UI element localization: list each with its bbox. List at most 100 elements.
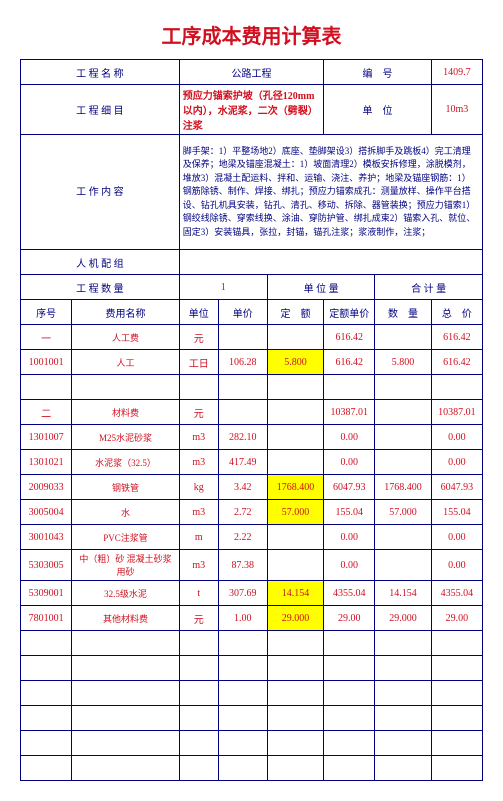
data-cell: 14.154 bbox=[267, 581, 323, 606]
value-work-content: 脚手架：1）平整场地2）底座、垫脚架设3）搭拆脚手及跳板4）完工清理及保养；地梁… bbox=[179, 135, 482, 250]
label-project-name: 工 程 名 称 bbox=[21, 60, 180, 85]
col-unit: 单位 bbox=[179, 300, 218, 325]
data-cell: 材料费 bbox=[72, 400, 180, 425]
data-cell: 616.42 bbox=[431, 350, 482, 375]
data-cell: 14.154 bbox=[375, 581, 431, 606]
data-cell: 1301007 bbox=[21, 425, 72, 450]
empty-cell bbox=[324, 681, 375, 706]
empty-cell bbox=[218, 681, 267, 706]
col-quota-price: 定额单价 bbox=[324, 300, 375, 325]
data-cell: PVC注浆管 bbox=[72, 525, 180, 550]
empty-cell bbox=[179, 631, 218, 656]
value-man-machine bbox=[179, 250, 482, 275]
empty-cell bbox=[431, 731, 482, 756]
empty-cell bbox=[267, 681, 323, 706]
empty-cell bbox=[21, 706, 72, 731]
data-cell: m3 bbox=[179, 500, 218, 525]
data-cell: 155.04 bbox=[431, 500, 482, 525]
data-cell: 417.49 bbox=[218, 450, 267, 475]
data-cell: 3005004 bbox=[21, 500, 72, 525]
empty-cell bbox=[375, 681, 431, 706]
data-cell: 2.22 bbox=[218, 525, 267, 550]
empty-cell bbox=[431, 375, 482, 400]
empty-cell bbox=[179, 656, 218, 681]
data-cell: 4355.04 bbox=[431, 581, 482, 606]
data-cell: 0.00 bbox=[324, 450, 375, 475]
empty-cell bbox=[179, 756, 218, 781]
empty-cell bbox=[72, 375, 180, 400]
page-title: 工序成本费用计算表 bbox=[20, 20, 483, 49]
empty-cell bbox=[267, 631, 323, 656]
data-cell: 29.00 bbox=[431, 606, 482, 631]
empty-cell bbox=[72, 706, 180, 731]
data-cell: 155.04 bbox=[324, 500, 375, 525]
empty-cell bbox=[72, 756, 180, 781]
data-cell: 元 bbox=[179, 400, 218, 425]
col-quota: 定 额 bbox=[267, 300, 323, 325]
data-cell: 6047.93 bbox=[431, 475, 482, 500]
value-unit: 10m3 bbox=[431, 85, 482, 135]
empty-cell bbox=[179, 681, 218, 706]
data-cell: 人工费 bbox=[72, 325, 180, 350]
data-cell: 1301021 bbox=[21, 450, 72, 475]
empty-cell bbox=[375, 731, 431, 756]
empty-cell bbox=[375, 375, 431, 400]
data-cell bbox=[375, 525, 431, 550]
data-cell: m3 bbox=[179, 450, 218, 475]
empty-cell bbox=[21, 375, 72, 400]
empty-cell bbox=[324, 706, 375, 731]
data-cell bbox=[218, 325, 267, 350]
data-cell: 3.42 bbox=[218, 475, 267, 500]
data-cell: 29.000 bbox=[267, 606, 323, 631]
data-cell: m3 bbox=[179, 550, 218, 581]
data-cell: 2009033 bbox=[21, 475, 72, 500]
data-cell: 616.42 bbox=[431, 325, 482, 350]
empty-cell bbox=[267, 656, 323, 681]
label-project-item: 工 程 细 目 bbox=[21, 85, 180, 135]
data-cell: 3001043 bbox=[21, 525, 72, 550]
data-cell: 一 bbox=[21, 325, 72, 350]
data-cell bbox=[218, 400, 267, 425]
label-unit: 单 位 bbox=[324, 85, 432, 135]
empty-cell bbox=[324, 375, 375, 400]
empty-cell bbox=[267, 756, 323, 781]
data-cell: 0.00 bbox=[431, 425, 482, 450]
empty-cell bbox=[431, 706, 482, 731]
data-cell: 7801001 bbox=[21, 606, 72, 631]
data-cell: 10387.01 bbox=[324, 400, 375, 425]
empty-cell bbox=[72, 656, 180, 681]
data-cell bbox=[375, 550, 431, 581]
empty-cell bbox=[375, 656, 431, 681]
data-cell: 5.800 bbox=[375, 350, 431, 375]
data-cell: m3 bbox=[179, 425, 218, 450]
empty-cell bbox=[324, 631, 375, 656]
empty-cell bbox=[72, 681, 180, 706]
empty-cell bbox=[21, 681, 72, 706]
col-seq: 序号 bbox=[21, 300, 72, 325]
empty-cell bbox=[375, 706, 431, 731]
data-cell bbox=[375, 425, 431, 450]
value-project-item: 预应力锚索护坡（孔径120mm以内），水泥浆，二次（劈裂）注浆 bbox=[179, 85, 323, 135]
col-total: 总 价 bbox=[431, 300, 482, 325]
empty-cell bbox=[21, 656, 72, 681]
label-unit-amt: 单 位 量 bbox=[267, 275, 375, 300]
data-cell: 1001001 bbox=[21, 350, 72, 375]
empty-cell bbox=[21, 756, 72, 781]
data-cell: t bbox=[179, 581, 218, 606]
data-cell: 钢铁管 bbox=[72, 475, 180, 500]
data-cell: 0.00 bbox=[431, 550, 482, 581]
data-cell: kg bbox=[179, 475, 218, 500]
data-cell: 57.000 bbox=[267, 500, 323, 525]
value-qty: 1 bbox=[179, 275, 267, 300]
data-cell bbox=[267, 425, 323, 450]
data-cell: 0.00 bbox=[431, 450, 482, 475]
data-cell: 0.00 bbox=[324, 550, 375, 581]
data-cell: 0.00 bbox=[324, 525, 375, 550]
col-amount: 数 量 bbox=[375, 300, 431, 325]
data-cell bbox=[267, 400, 323, 425]
value-number: 1409.7 bbox=[431, 60, 482, 85]
col-price: 单价 bbox=[218, 300, 267, 325]
value-project-name: 公路工程 bbox=[179, 60, 323, 85]
data-cell: 0.00 bbox=[324, 425, 375, 450]
empty-cell bbox=[21, 731, 72, 756]
